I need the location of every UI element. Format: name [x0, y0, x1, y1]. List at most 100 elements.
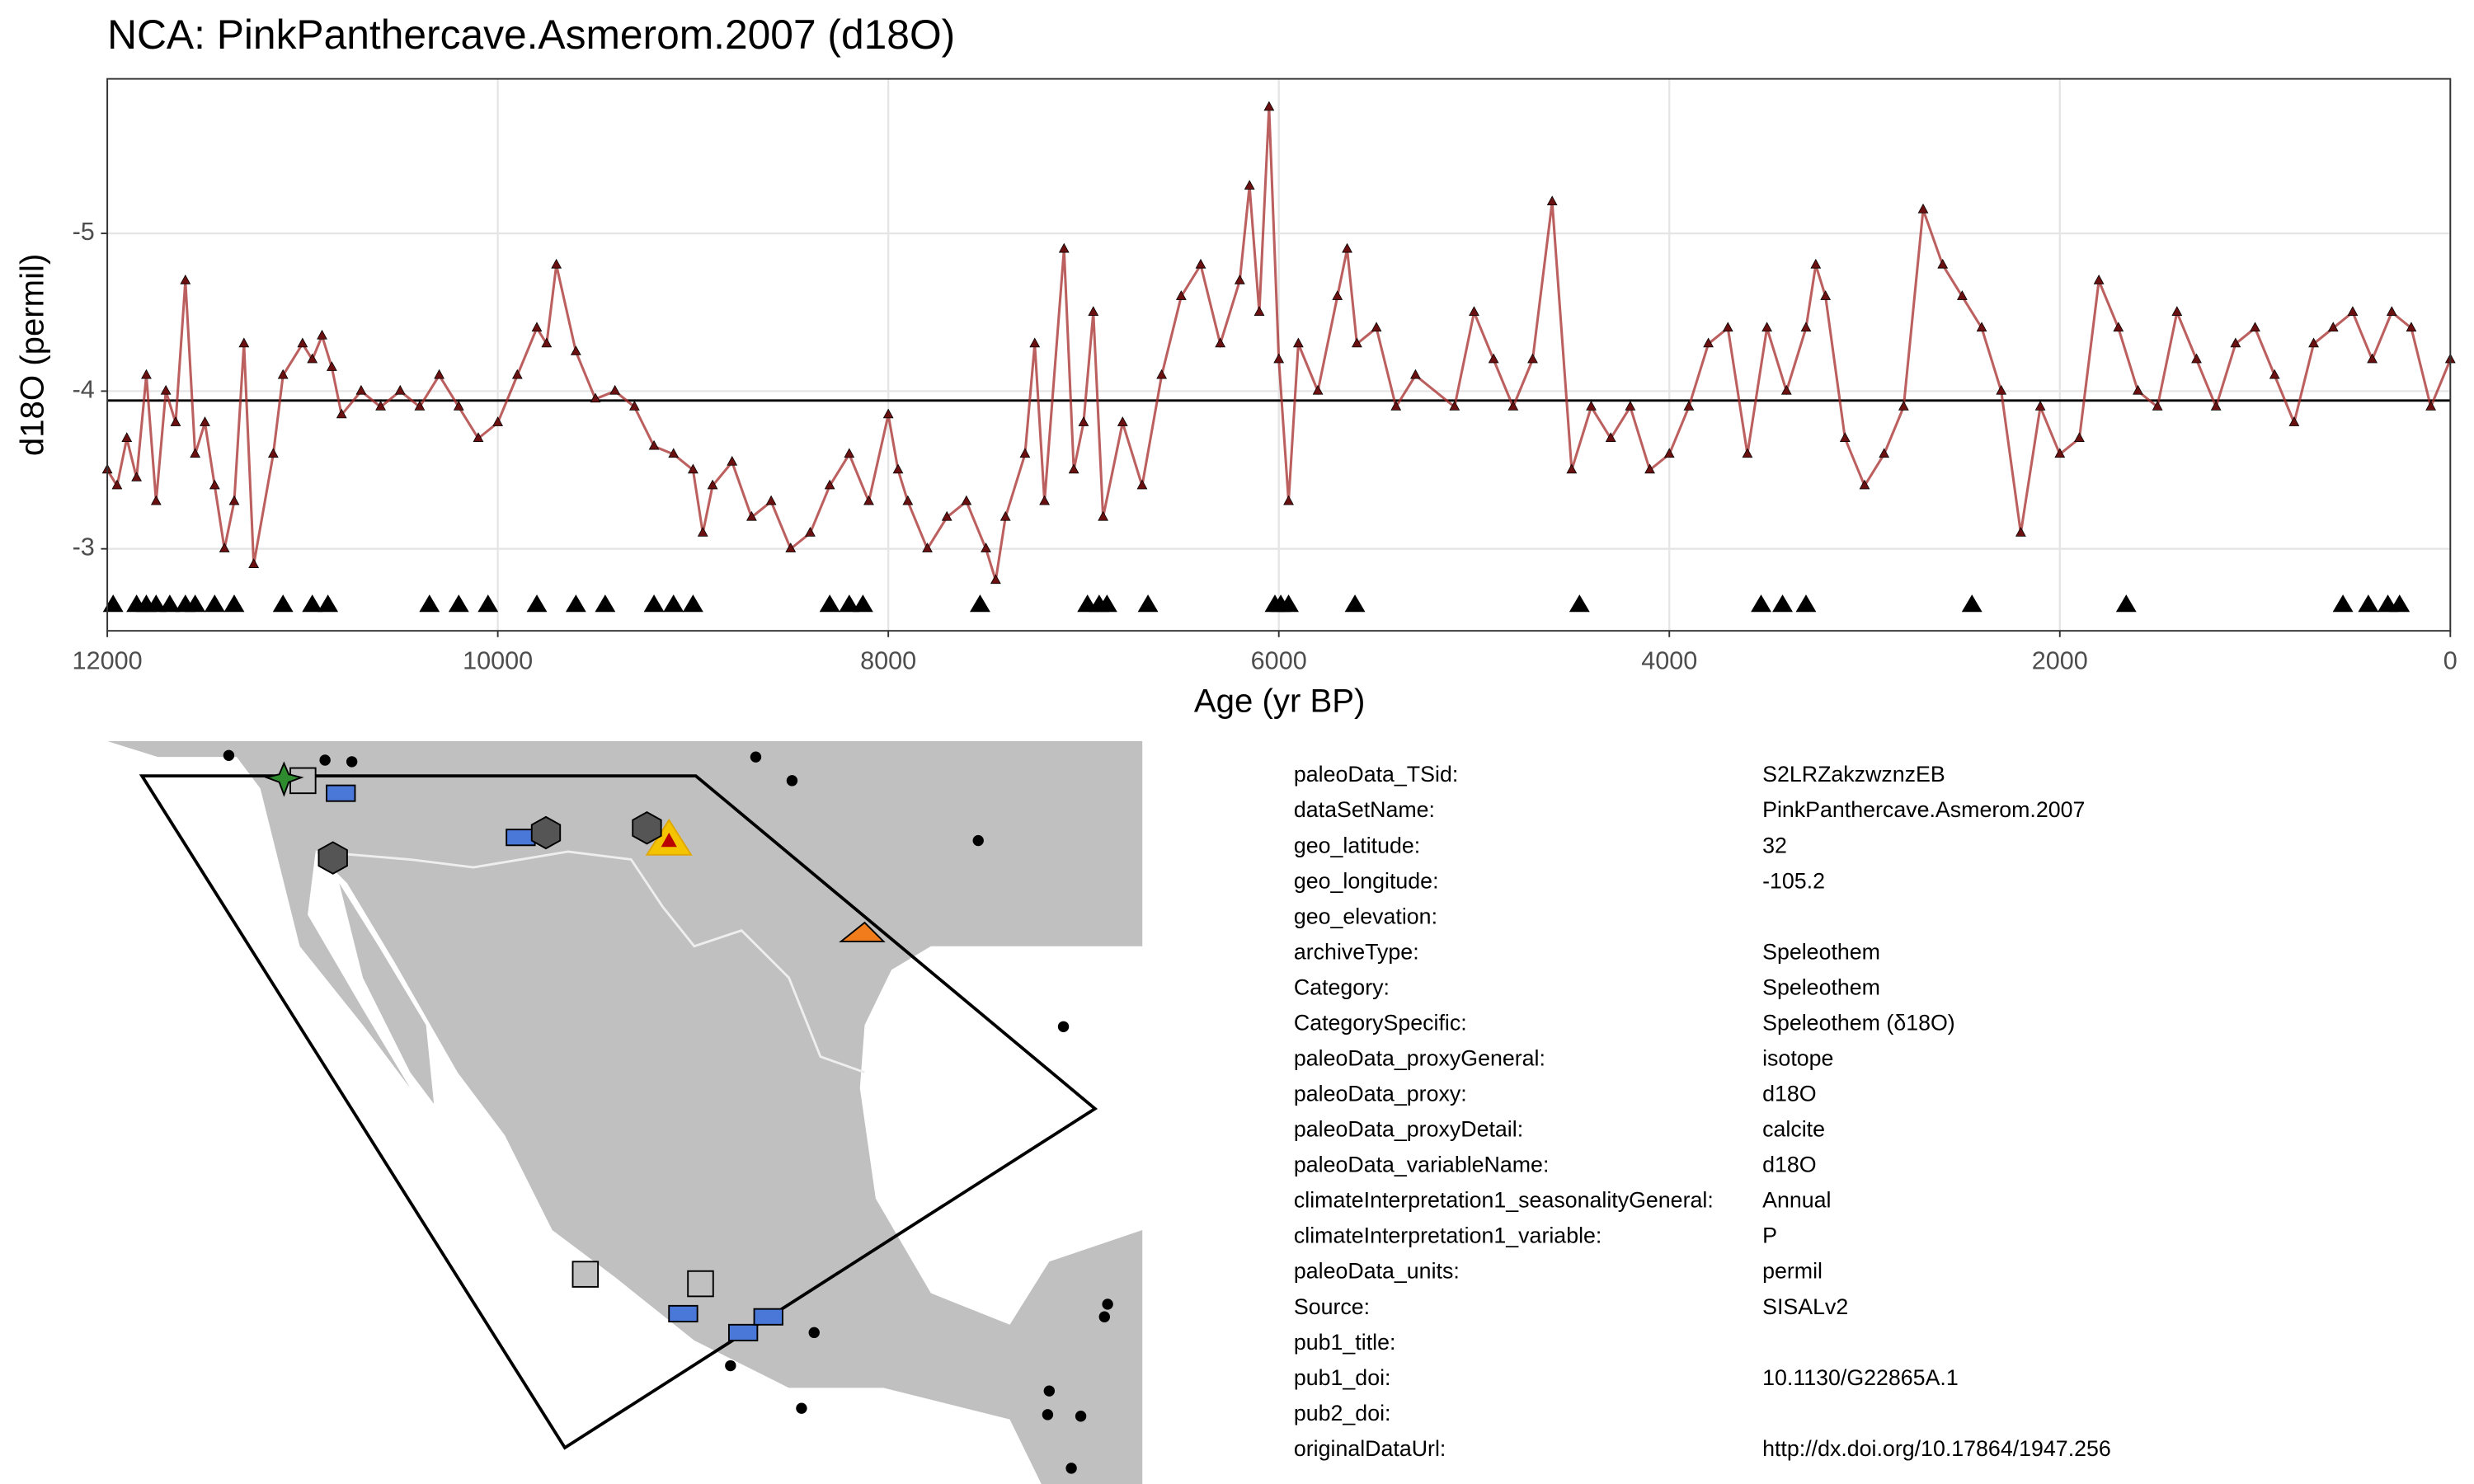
data-point: [1342, 242, 1352, 253]
site-marker: [506, 829, 536, 847]
metadata-key: paleoData_proxyDetail:: [1294, 1117, 1523, 1142]
x-tick-label: 6000: [1251, 646, 1307, 674]
metadata-value: -105.2: [1762, 868, 1825, 893]
metadata-key: pub1_doi:: [1294, 1365, 1391, 1390]
data-point: [922, 542, 933, 552]
data-point: [1283, 495, 1294, 505]
land: [107, 741, 1143, 1484]
data-point: [1810, 258, 1822, 269]
site-marker: [317, 841, 348, 875]
metadata-key: archiveType:: [1294, 939, 1419, 964]
data-point: [1244, 180, 1255, 190]
data-point: [746, 510, 757, 521]
data-point: [590, 392, 601, 403]
data-point: [2074, 432, 2085, 442]
age-control-point: [448, 594, 469, 613]
data-point: [131, 472, 143, 481]
baja: [339, 883, 435, 1105]
x-tick-label: 12000: [73, 646, 143, 674]
metadata-value: Speleothem: [1762, 939, 1880, 964]
age-control-point: [663, 594, 684, 613]
data-point: [2386, 306, 2397, 316]
site-marker: [668, 1304, 698, 1322]
data-point: [2171, 306, 2183, 316]
data-point: [688, 463, 698, 474]
data-point: [1098, 510, 1108, 521]
data-point: [1722, 322, 1733, 332]
age-control-point: [852, 594, 873, 613]
age-control-point: [159, 594, 181, 613]
site-marker: [632, 811, 662, 845]
data-point: [414, 401, 426, 411]
age-control-point: [1137, 594, 1159, 613]
age-control-point: [2389, 594, 2411, 613]
data-point: [1058, 242, 1070, 253]
age-control-point: [204, 594, 225, 613]
border: [315, 850, 865, 1074]
data-point: [2015, 527, 2026, 537]
metadata-key: paleoData_proxy:: [1294, 1082, 1467, 1106]
data-point: [2250, 322, 2260, 332]
data-point: [2367, 353, 2378, 364]
metadata-value: 10.1130/G22865A.1: [1762, 1365, 1959, 1390]
metadata-key: pub2_doi:: [1294, 1401, 1391, 1425]
data-point: [2269, 369, 2280, 379]
data-point: [336, 408, 347, 419]
data-point: [648, 439, 660, 450]
data-point: [1703, 337, 1714, 348]
age-control-point: [565, 594, 586, 613]
metadata-key: paleoData_variableName:: [1294, 1153, 1550, 1177]
metadata-value: SISALv2: [1762, 1294, 1848, 1319]
data-point: [111, 479, 123, 490]
site-marker: [289, 767, 317, 795]
data-point: [1136, 479, 1148, 490]
data-point: [228, 495, 240, 505]
x-tick-label: 2000: [2032, 646, 2088, 674]
metadata-value: Speleothem (δ18O): [1762, 1010, 1955, 1035]
data-point: [785, 542, 797, 552]
age-control-point: [272, 594, 294, 613]
data-point: [277, 369, 289, 379]
metadata-value: permil: [1762, 1259, 1823, 1284]
age-control-point: [819, 594, 840, 613]
data-point: [1234, 274, 1245, 284]
metadata-key: climateInterpretation1_variable:: [1294, 1223, 1602, 1248]
site-marker: [530, 815, 562, 850]
metadata-key: Category:: [1294, 974, 1390, 999]
data-point: [317, 329, 327, 340]
data-point: [200, 416, 210, 426]
data-point: [941, 510, 952, 521]
data-point: [355, 384, 367, 395]
age-control-point: [682, 594, 703, 613]
x-tick-label: 0: [2443, 646, 2458, 674]
metadata-value: Speleothem: [1762, 974, 1880, 999]
y-tick-label: -4: [73, 375, 95, 403]
data-point: [1352, 337, 1362, 348]
data-point: [190, 448, 201, 458]
age-control-point: [970, 594, 990, 613]
data-point: [1820, 290, 1832, 300]
data-point: [2133, 384, 2143, 395]
data-point: [1175, 290, 1187, 300]
data-point: [1371, 322, 1382, 332]
data-point: [2347, 306, 2359, 316]
data-point: [1195, 258, 1206, 269]
data-point: [1039, 495, 1050, 505]
data-point: [1957, 290, 1968, 300]
age-control-point: [1344, 594, 1366, 613]
data-point: [511, 369, 523, 379]
data-point: [326, 361, 337, 371]
metadata-key: geo_longitude:: [1294, 868, 1439, 893]
age-control-point: [317, 594, 339, 613]
data-point: [2230, 337, 2241, 348]
metadata-value: PinkPanthercave.Asmerom.2007: [1762, 797, 2085, 822]
data-point: [697, 527, 708, 537]
age-control-point: [1772, 594, 1793, 613]
data-point: [1117, 416, 1128, 426]
metadata-key: CategorySpecific:: [1294, 1010, 1467, 1035]
data-point: [150, 495, 162, 505]
plot-border: [106, 77, 2452, 632]
data-point: [141, 369, 152, 379]
data-point: [394, 384, 406, 395]
age-control-point: [643, 594, 665, 613]
